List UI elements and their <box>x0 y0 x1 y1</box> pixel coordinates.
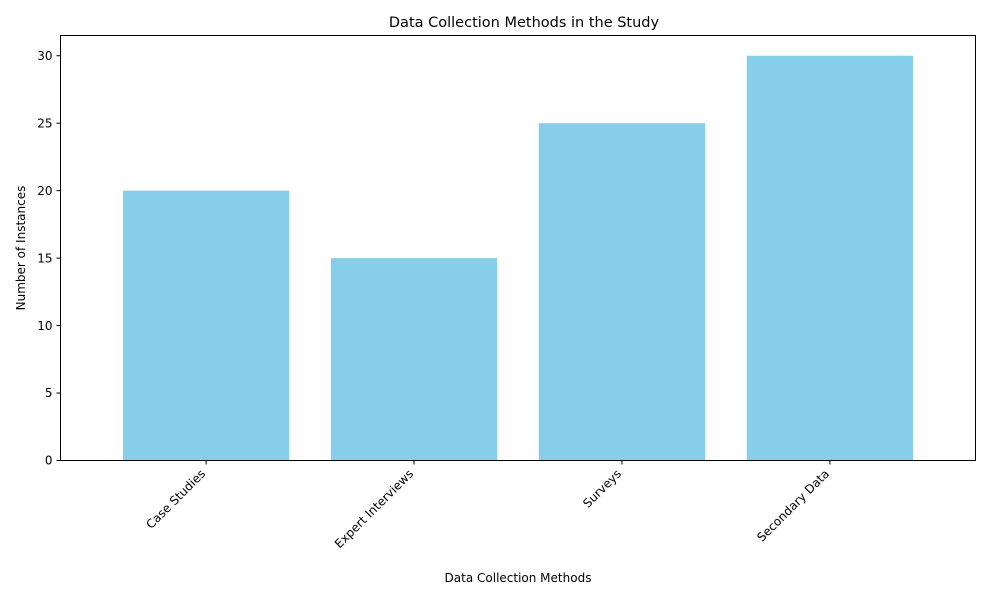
bar-case-studies <box>122 190 290 461</box>
y-tick-label: 25 <box>37 116 52 130</box>
y-tick-label: 15 <box>37 251 52 265</box>
y-axis: 0 5 10 15 20 25 30 <box>37 49 61 468</box>
x-axis-label: Data Collection Methods <box>445 571 592 585</box>
x-tick-label: Expert Interviews <box>332 467 416 551</box>
bar-secondary-data <box>746 55 914 461</box>
bar-surveys <box>538 123 706 461</box>
x-axis: Case Studies Expert Interviews Surveys Seco… <box>143 460 832 551</box>
y-tick-label: 20 <box>37 184 52 198</box>
y-tick-label: 0 <box>45 454 53 468</box>
x-tick-label: Secondary Data <box>754 467 832 545</box>
x-tick-label: Surveys <box>580 467 624 511</box>
y-tick-label: 30 <box>37 49 52 63</box>
plot-frame <box>60 35 976 461</box>
y-tick-label: 5 <box>45 386 53 400</box>
x-tick-label: Case Studies <box>143 467 208 532</box>
bars-group <box>122 55 914 461</box>
y-tick-label: 10 <box>37 319 52 333</box>
chart-title: Data Collection Methods in the Study <box>389 15 660 31</box>
y-axis-label: Number of Instances <box>14 186 28 311</box>
bar-expert-interviews <box>330 258 498 461</box>
